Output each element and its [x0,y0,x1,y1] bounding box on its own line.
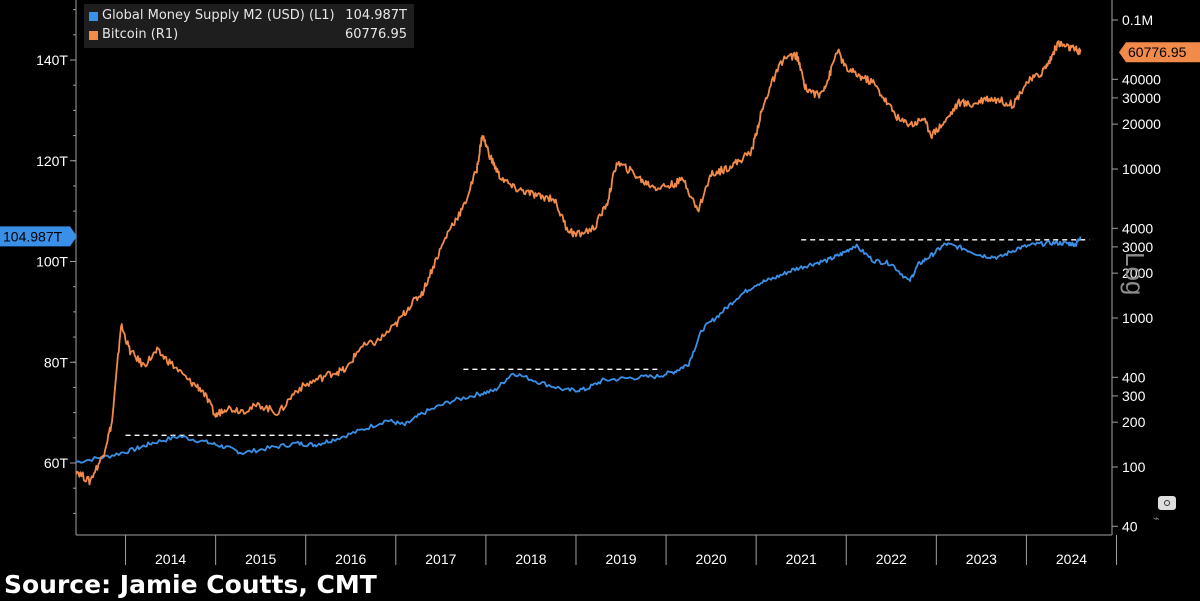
x-tick-label: 2017 [425,551,456,567]
chart-series [75,40,1082,486]
reference-lines [125,239,1090,436]
right-tick-label: 40000 [1122,71,1161,87]
right-tick-label: 3000 [1122,239,1153,255]
left-tick-label: 80T [44,354,69,370]
left-tick-label: 60T [44,455,69,471]
chart-mini-icon[interactable]: ⌁ [1153,513,1160,525]
right-tick-label: 4000 [1122,220,1153,236]
right-tick-label: 10000 [1122,161,1161,177]
x-tick-label: 2015 [245,551,276,567]
right-tick-label: 20000 [1122,116,1161,132]
left-tick-label: 140T [36,52,68,68]
x-tick-label: 2021 [786,551,817,567]
series-line-m2 [75,236,1082,464]
m2-last-value-label: 104.987T [3,228,63,244]
x-tick-label: 2018 [515,551,546,567]
right-tick-label: 30000 [1122,90,1161,106]
legend-value-btc: 60776.95 [344,27,407,42]
btc-last-value-label: 60776.95 [1128,44,1187,60]
x-tick-label: 2016 [335,551,366,567]
right-tick-label: 300 [1122,388,1146,404]
btc-last-value-tag [1119,42,1200,63]
legend-name-btc: Bitcoin (R1) [102,27,179,42]
x-tick-label: 2014 [155,551,186,567]
axis-labels: 60T 80T 100T 120T 140T 40 100 200 300 400 1000 2000… [0,12,1200,567]
chart-settings-toggle[interactable] [1158,496,1176,510]
left-tick-label: 100T [36,254,68,270]
x-tick-label: 2023 [966,551,997,567]
right-tick-label: 2000 [1122,265,1153,281]
legend: Global Money Supply M2 (USD) (L1) 104.98… [84,4,414,48]
chart-axes [70,0,1118,565]
legend-swatch-btc [89,31,98,40]
x-tick-label: 2020 [696,551,727,567]
series-line-bitcoin [75,40,1082,486]
m2-last-value-tag [0,226,77,247]
x-tick-label: 2024 [1056,551,1087,567]
right-tick-label: 200 [1122,414,1146,430]
x-tick-label: 2019 [605,551,636,567]
legend-item-btc[interactable]: Bitcoin (R1) 60776.95 [89,27,411,45]
log-scale-label: Log [1120,252,1150,296]
right-tick-label: 0.1M [1122,12,1153,28]
right-tick-label: 100 [1122,459,1146,475]
source-caption: Source: Jamie Coutts, CMT [4,570,377,599]
legend-value-m2: 104.987T [345,8,407,23]
right-tick-label: 1000 [1122,310,1153,326]
x-tick-label: 2022 [876,551,907,567]
legend-swatch-m2 [89,12,98,21]
legend-item-m2[interactable]: Global Money Supply M2 (USD) (L1) 104.98… [89,8,411,26]
right-tick-label: 400 [1122,369,1146,385]
legend-name-m2: Global Money Supply M2 (USD) (L1) [102,8,335,23]
right-tick-label: 40 [1122,518,1138,534]
left-tick-label: 120T [36,153,68,169]
